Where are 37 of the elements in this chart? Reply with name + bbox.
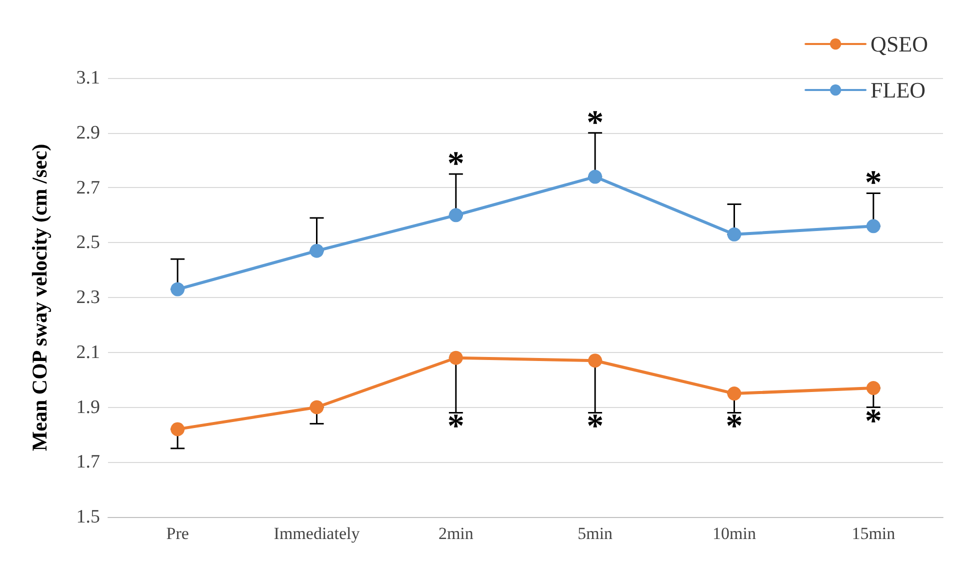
y-tick-label: 2.1 [76, 342, 100, 363]
y-tick-label: 2.9 [76, 122, 100, 144]
point [866, 381, 880, 396]
annotation: * [726, 408, 743, 446]
point [170, 422, 185, 436]
y-tick-label: 2.5 [76, 232, 100, 254]
point [588, 170, 602, 184]
annotation: * [864, 402, 882, 440]
x-tick-label: 10min [712, 524, 756, 543]
annotation: * [586, 408, 604, 446]
annotation: * [447, 146, 464, 183]
x-tick-label: 5min [578, 524, 614, 543]
point [727, 386, 742, 401]
point [170, 282, 185, 296]
x-tick-label: Immediately [274, 524, 360, 543]
point [448, 350, 463, 365]
y-tick-label: 1.9 [76, 396, 100, 418]
y-tick-label: 1.5 [76, 506, 100, 528]
y-tick-label: 2.7 [76, 177, 100, 198]
y-tick-label: 2.3 [76, 287, 100, 308]
point [448, 208, 463, 222]
annotation: * [864, 164, 882, 202]
point [310, 244, 324, 258]
y-tick-label: 1.7 [76, 452, 100, 473]
annotation: * [447, 408, 464, 446]
x-tick-label: Pre [166, 524, 189, 543]
y-axis-title: Mean COP sway velocity (cm /sec) [28, 144, 52, 452]
point [727, 227, 742, 242]
x-tick-label: 15min [852, 524, 896, 543]
point [310, 400, 324, 414]
legend-label: FLEO [870, 78, 926, 102]
point [866, 219, 880, 234]
y-tick-label: 3.1 [76, 68, 100, 88]
x-tick-label: 2min [438, 524, 474, 543]
annotation: * [586, 104, 604, 142]
legend-label: QSEO [870, 32, 928, 56]
point [588, 354, 602, 368]
